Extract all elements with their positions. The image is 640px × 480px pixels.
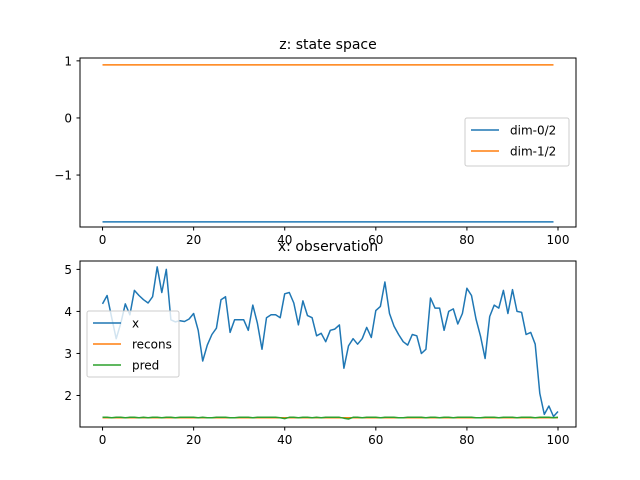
observation-title: x: observation <box>278 239 378 255</box>
legend-box <box>86 310 180 378</box>
y-tick-label: 2 <box>64 389 72 403</box>
x-tick-label: 40 <box>277 233 292 247</box>
observation-frame <box>79 260 577 428</box>
x-tick-label: 20 <box>186 433 201 447</box>
y-tick-label: 3 <box>64 347 72 361</box>
x-tick-label: 100 <box>547 433 570 447</box>
x-tick-label: 0 <box>99 433 107 447</box>
legend-label: pred <box>132 359 159 373</box>
legend-label: x <box>132 317 139 331</box>
y-tick-label: 0 <box>64 111 72 125</box>
y-tick-label: 4 <box>64 305 72 319</box>
legend-label: recons <box>132 338 172 352</box>
state-space-series <box>102 64 554 223</box>
x-tick-label: 40 <box>277 433 292 447</box>
y-tick-label: 5 <box>64 263 72 277</box>
x-tick-label: 80 <box>459 233 474 247</box>
state-space-title: z: state space <box>279 37 377 53</box>
x-tick-label: 60 <box>368 433 383 447</box>
x-tick-label: 80 <box>459 433 474 447</box>
observation-legend: x recons pred <box>86 310 180 378</box>
x-tick-label: 0 <box>99 233 107 247</box>
state-space-ticks: 0 20 40 60 80 100 1 0 −1 <box>54 54 569 247</box>
legend-label: dim-0/2 <box>510 124 556 138</box>
y-tick-label: −1 <box>54 169 72 183</box>
legend-label: dim-1/2 <box>510 145 556 159</box>
y-tick-label: 1 <box>64 54 72 68</box>
observation-ticks: 0 20 40 60 80 100 5 4 3 2 <box>64 263 569 447</box>
x-tick-label: 20 <box>186 233 201 247</box>
x-tick-label: 100 <box>547 233 570 247</box>
series-line-pred <box>102 416 559 420</box>
observation-subplot: 0 20 40 60 80 100 5 4 3 2 x: observation x recons p… <box>64 239 577 447</box>
x-tick-label: 60 <box>368 233 383 247</box>
state-space-frame <box>79 57 577 228</box>
state-space-legend: dim-0/2 dim-1/2 <box>464 117 570 167</box>
